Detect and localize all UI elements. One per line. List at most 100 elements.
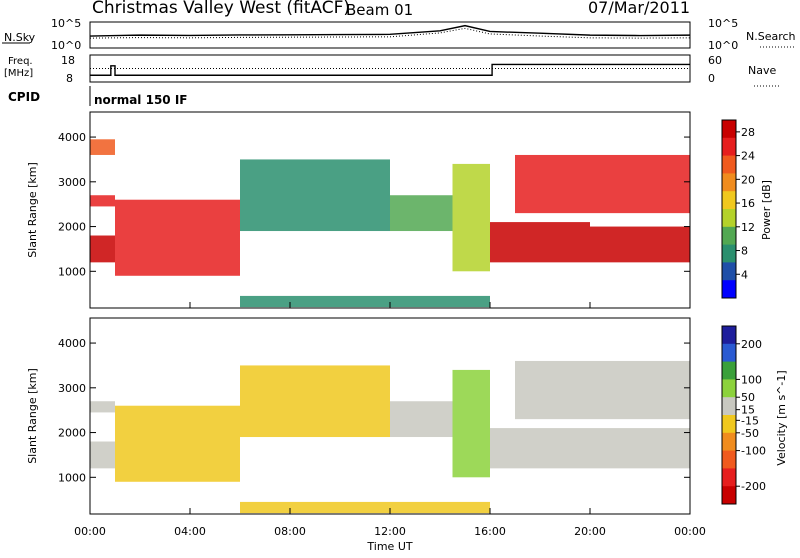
colorbar-tick-label-20: 20	[741, 173, 755, 186]
xtick-label-4: 16:00	[474, 525, 506, 538]
power-band-0	[90, 235, 115, 263]
freq-panel: Freq. [MHz] 18 8 60 0 Nave	[4, 54, 780, 87]
nave-tick-top: 60	[708, 54, 722, 67]
power-ylabel: Slant Range [km]	[26, 162, 39, 258]
colorbar-seg-1	[722, 343, 736, 363]
colorbar-seg-6	[722, 226, 736, 246]
xtick-label-3: 12:00	[374, 525, 406, 538]
power-band-10	[240, 295, 490, 308]
noise-series-nsearch	[89, 27, 691, 39]
xtick-label-6: 00:00	[674, 525, 706, 538]
colorbar-seg-6	[722, 432, 736, 452]
x-axis-title: Time UT	[366, 540, 412, 553]
velocity-band-0	[90, 441, 115, 469]
colorbar-seg-5	[722, 209, 736, 228]
colorbar-tick-label--100: -100	[741, 445, 766, 458]
colorbar-seg-1	[722, 137, 736, 157]
ytick-label-1000: 1000	[58, 471, 86, 484]
power-band-6	[452, 163, 490, 272]
freq-series	[90, 63, 690, 76]
colorbar-seg-9	[722, 280, 736, 299]
colorbar-seg-4	[722, 397, 736, 416]
colorbar-seg-2	[722, 361, 736, 380]
nsky-tick-bottom: 10^0	[51, 39, 81, 52]
noise-panel: N.Sky 10^5 10^0 10^5 10^0 N.Search	[2, 17, 796, 52]
colorbar-seg-5	[722, 415, 736, 434]
xtick-label-2: 08:00	[274, 525, 306, 538]
colorbar-tick-label-200: 200	[741, 338, 762, 351]
nsky-tick-top: 10^5	[51, 17, 81, 30]
colorbar-seg-7	[722, 450, 736, 469]
colorbar-seg-2	[722, 155, 736, 174]
colorbar-seg-4	[722, 191, 736, 210]
nave-tick-bottom: 0	[708, 72, 715, 85]
power-cbar-label: Power [dB]	[760, 180, 773, 240]
power-band-1	[90, 195, 115, 207]
ytick-label-3000: 3000	[58, 176, 86, 189]
velocity-band-4	[390, 401, 453, 438]
freq-tick-bottom: 8	[66, 72, 73, 85]
noise-series-nsky	[89, 24, 691, 37]
ytick-label-2000: 2000	[58, 427, 86, 440]
colorbar-tick-label-16: 16	[741, 197, 755, 210]
nsearch-tick-top: 10^5	[708, 17, 738, 30]
date-label: 07/Mar/2011	[588, 0, 690, 17]
xtick-label-0: 00:00	[74, 525, 106, 538]
power-band-5	[390, 195, 453, 232]
colorbar-seg-8	[722, 262, 736, 281]
colorbar-frame	[721, 119, 737, 299]
colorbar-seg-0	[722, 326, 736, 345]
cpid-mode: normal 150 IF	[94, 93, 188, 107]
ytick-label-2000: 2000	[58, 221, 86, 234]
ytick-label-3000: 3000	[58, 382, 86, 395]
ytick-label-1000: 1000	[58, 265, 86, 278]
colorbar-tick-label-24: 24	[741, 150, 755, 163]
nsky-label: N.Sky	[4, 31, 36, 44]
colorbar-seg-3	[722, 379, 736, 398]
power-band-4	[240, 159, 390, 232]
colorbar-frame	[721, 325, 737, 505]
colorbar-seg-0	[722, 120, 736, 139]
ytick-label-4000: 4000	[58, 131, 86, 144]
cpid-label: CPID	[8, 90, 40, 104]
ytick-label-4000: 4000	[58, 337, 86, 350]
freq-label-2: [MHz]	[4, 68, 33, 79]
colorbar-seg-3	[722, 173, 736, 192]
velocity-band-2	[115, 405, 240, 482]
power-band-8	[590, 226, 690, 263]
colorbar-tick-label-100: 100	[741, 373, 762, 386]
colorbar-tick-label-15: 15	[741, 404, 755, 417]
power-band-7	[490, 222, 590, 263]
velocity-band-7	[515, 360, 690, 420]
colorbar-tick-label-50: 50	[741, 391, 755, 404]
power-band-2	[90, 139, 115, 155]
velocity-band-6	[490, 428, 690, 469]
power-band-9	[515, 154, 690, 214]
colorbar-tick-label-12: 12	[741, 221, 755, 234]
velocity-band-8	[240, 501, 490, 514]
station-title: Christmas Valley West (fitACF)	[92, 0, 350, 18]
power-band-3	[115, 199, 240, 276]
velocity-ylabel: Slant Range [km]	[26, 368, 39, 464]
colorbar-tick-label--15: -15	[741, 414, 759, 427]
velocity-band-5	[452, 369, 490, 478]
colorbar-tick-label--200: -200	[741, 480, 766, 493]
colorbar-tick-label-8: 8	[741, 245, 748, 258]
colorbar-seg-8	[722, 468, 736, 487]
colorbar-seg-9	[722, 486, 736, 505]
freq-tick-top: 18	[61, 54, 75, 67]
xtick-label-1: 04:00	[174, 525, 206, 538]
colorbar-tick-label-28: 28	[741, 126, 755, 139]
xtick-label-5: 20:00	[574, 525, 606, 538]
beam-label: Beam 01	[346, 1, 413, 19]
colorbar-tick-label--50: -50	[741, 427, 759, 440]
colorbar-seg-7	[722, 244, 736, 263]
colorbar-tick-label-4: 4	[741, 268, 748, 281]
power-panel: 1000 2000 3000 4000 Slant Range [km] 4 8 12 16…	[26, 111, 773, 309]
nave-label: Nave	[748, 64, 776, 77]
nsearch-label: N.Search	[746, 30, 796, 43]
velocity-panel: 1000 2000 3000 4000 Slant Range [km] 200 100…	[26, 317, 788, 515]
freq-label-1: Freq.	[8, 56, 33, 67]
